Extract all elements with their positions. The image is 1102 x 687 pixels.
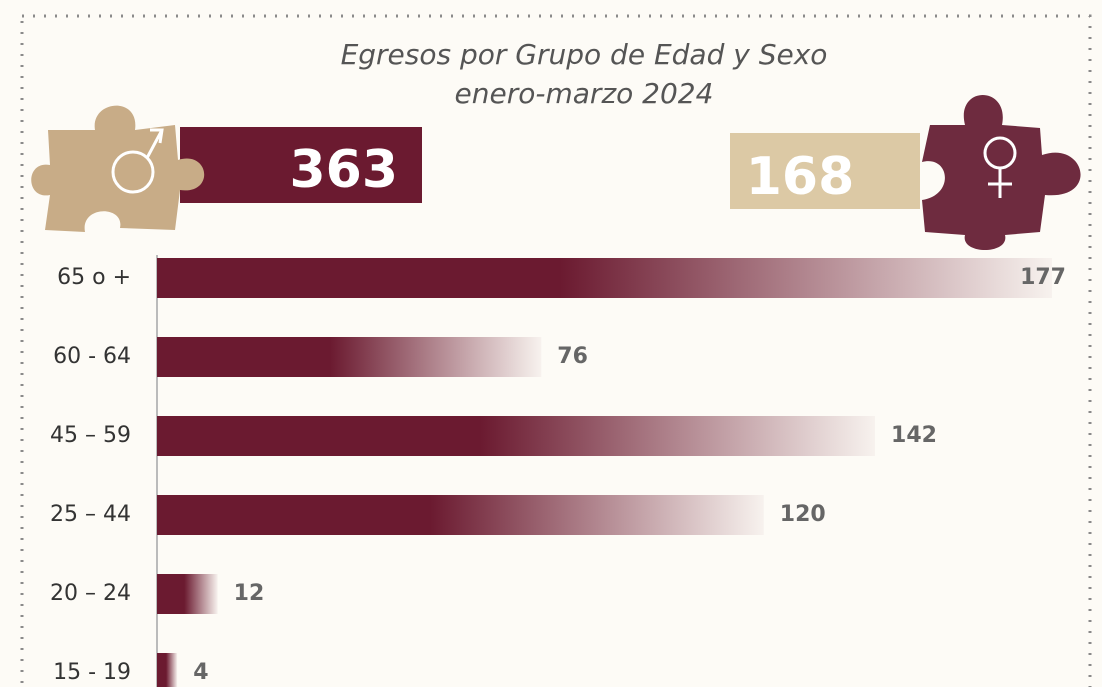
male-total: 363 (289, 140, 398, 200)
bar (157, 416, 875, 456)
category-label: 60 - 64 (53, 344, 131, 369)
category-label: 45 – 59 (50, 423, 131, 448)
category-label: 65 o + (57, 265, 131, 290)
bar (157, 495, 764, 535)
chart-subtitle: enero-marzo 2024 (455, 77, 714, 110)
value-label: 142 (891, 423, 937, 448)
category-label: 15 - 19 (53, 660, 131, 685)
value-label: 76 (557, 344, 588, 369)
bar (157, 574, 218, 614)
bar (157, 337, 541, 377)
female-total: 168 (746, 147, 855, 207)
category-label: 25 – 44 (50, 502, 131, 527)
chart-title: Egresos por Grupo de Edad y Sexo (341, 38, 828, 71)
value-label: 4 (193, 660, 208, 685)
category-label: 20 – 24 (50, 581, 131, 606)
bar (157, 653, 177, 687)
chart: Egresos por Grupo de Edad y Sexo enero-m… (0, 0, 1102, 687)
value-label: 177 (1020, 265, 1066, 290)
bar (157, 258, 1052, 298)
value-label: 120 (780, 502, 826, 527)
value-label: 12 (234, 581, 265, 606)
